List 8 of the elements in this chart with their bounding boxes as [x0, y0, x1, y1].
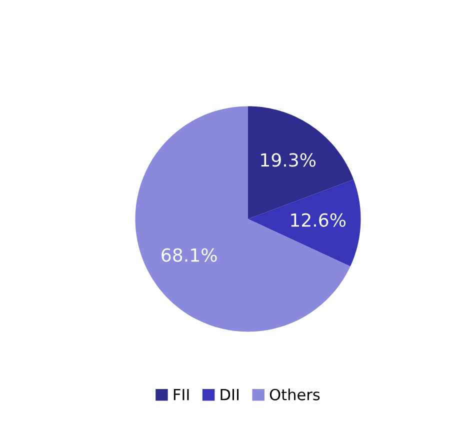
data-label: 19.3%: [261, 153, 316, 167]
legend-label: Others: [270, 388, 320, 400]
data-label: 68.1%: [162, 248, 217, 262]
legend-label: DII: [220, 389, 239, 400]
legend-label: FII: [174, 389, 189, 400]
pie-slice: [248, 179, 361, 266]
pie-slice: [135, 106, 350, 332]
data-label: 12.6%: [291, 213, 346, 227]
